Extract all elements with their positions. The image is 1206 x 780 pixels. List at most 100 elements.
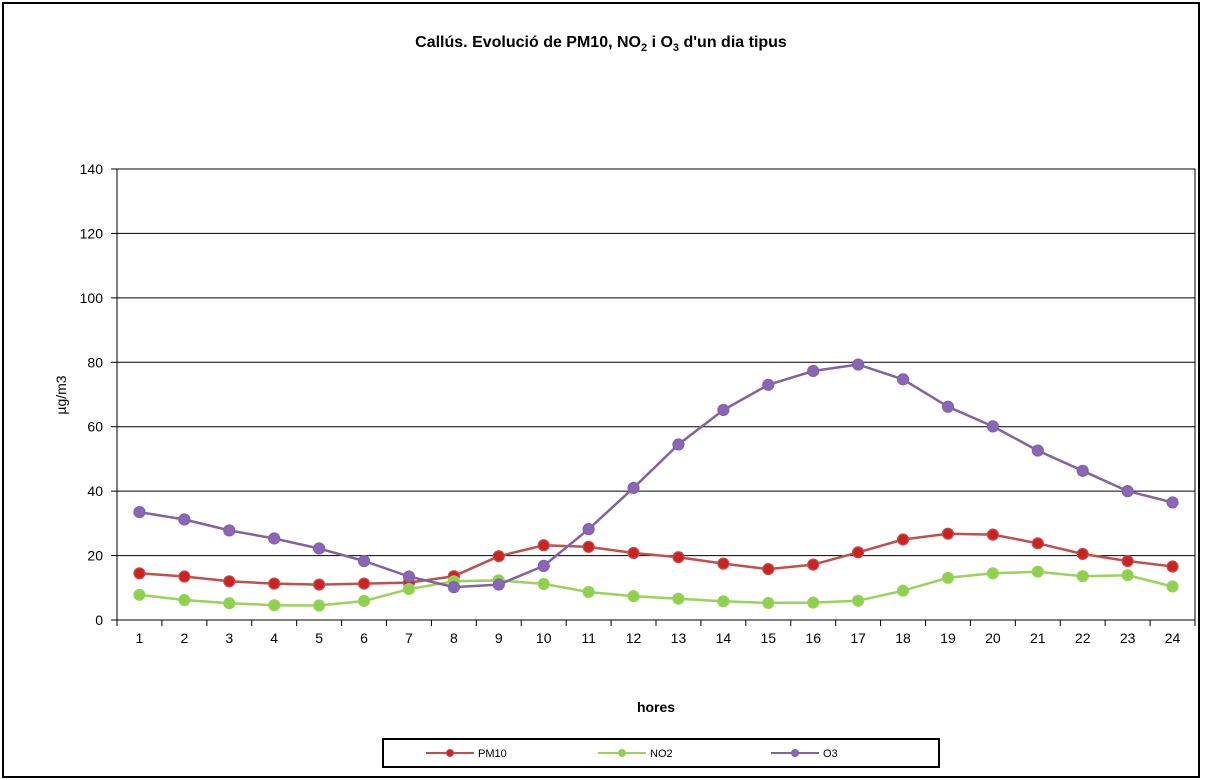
x-tick-label: 11: [581, 630, 596, 646]
y-axis: 020406080100120140: [80, 161, 117, 628]
x-axis-title: hores: [637, 699, 675, 715]
series-line-no2: [140, 572, 1173, 606]
gridlines: [117, 233, 1195, 555]
data-point: [718, 596, 729, 607]
x-tick-label: 10: [536, 630, 552, 646]
data-point: [718, 404, 729, 415]
data-point: [763, 379, 774, 390]
data-point: [134, 507, 145, 518]
x-tick-label: 4: [270, 630, 278, 646]
data-point: [269, 600, 280, 611]
data-point: [628, 591, 639, 602]
data-point: [1077, 571, 1088, 582]
data-point: [898, 585, 909, 596]
data-point: [853, 359, 864, 370]
y-tick-label: 120: [80, 225, 104, 241]
data-point: [224, 576, 235, 587]
data-point: [987, 529, 998, 540]
data-point: [1032, 538, 1043, 549]
data-point: [898, 374, 909, 385]
data-point: [179, 571, 190, 582]
data-point: [1122, 486, 1133, 497]
data-point: [314, 600, 325, 611]
legend: PM10 NO2 O3: [383, 739, 939, 767]
data-point: [583, 524, 594, 535]
x-tick-label: 17: [850, 630, 866, 646]
data-point: [538, 540, 549, 551]
data-point: [1122, 570, 1133, 581]
data-point: [269, 578, 280, 589]
series-o3: [134, 359, 1178, 593]
data-point: [987, 568, 998, 579]
x-tick-label: 7: [405, 630, 413, 646]
data-point: [763, 597, 774, 608]
legend-label: PM10: [478, 748, 507, 760]
data-point: [1122, 556, 1133, 567]
plot-area: [117, 169, 1195, 620]
y-tick-label: 0: [95, 612, 103, 628]
data-point: [269, 533, 280, 544]
data-point: [538, 560, 549, 571]
data-point: [1077, 548, 1088, 559]
data-point: [134, 568, 145, 579]
data-point: [314, 543, 325, 554]
data-point: [673, 593, 684, 604]
series-no2: [134, 566, 1178, 611]
data-point: [942, 572, 953, 583]
data-point: [179, 595, 190, 606]
data-point: [628, 547, 639, 558]
data-point: [763, 564, 774, 575]
data-point: [853, 595, 864, 606]
series-line-pm10: [140, 534, 1173, 585]
legend-marker: [619, 750, 626, 757]
data-point: [1032, 445, 1043, 456]
data-point: [808, 365, 819, 376]
x-tick-label: 19: [940, 630, 956, 646]
x-tick-label: 20: [985, 630, 1001, 646]
data-point: [1077, 465, 1088, 476]
data-point: [538, 578, 549, 589]
data-point: [628, 482, 639, 493]
data-point: [314, 579, 325, 590]
data-point: [448, 582, 459, 593]
y-tick-label: 140: [80, 161, 104, 177]
data-point: [134, 589, 145, 600]
data-point: [853, 547, 864, 558]
x-tick-label: 14: [716, 630, 732, 646]
data-point: [1167, 581, 1178, 592]
y-tick-label: 80: [87, 354, 103, 370]
x-tick-label: 5: [315, 630, 323, 646]
data-point: [718, 558, 729, 569]
data-point: [493, 551, 504, 562]
y-axis-title: µg/m3: [53, 375, 69, 414]
data-point: [224, 598, 235, 609]
series-line-o3: [140, 365, 1173, 588]
x-tick-label: 6: [360, 630, 368, 646]
data-point: [403, 584, 414, 595]
data-point: [179, 514, 190, 525]
x-tick-label: 12: [626, 630, 642, 646]
data-point: [583, 586, 594, 597]
series-layer: [134, 359, 1178, 611]
series-pm10: [134, 528, 1178, 590]
data-point: [583, 541, 594, 552]
x-tick-label: 9: [495, 630, 503, 646]
data-point: [1167, 497, 1178, 508]
x-tick-label: 15: [761, 630, 777, 646]
legend-label: O3: [823, 748, 838, 760]
data-point: [403, 571, 414, 582]
data-point: [359, 595, 370, 606]
data-point: [942, 401, 953, 412]
x-tick-label: 22: [1075, 630, 1091, 646]
data-point: [359, 578, 370, 589]
data-point: [673, 439, 684, 450]
data-point: [987, 421, 998, 432]
y-tick-label: 40: [87, 483, 103, 499]
x-tick-label: 23: [1120, 630, 1136, 646]
x-tick-label: 8: [450, 630, 458, 646]
data-point: [942, 528, 953, 539]
data-point: [1032, 566, 1043, 577]
x-tick-label: 3: [225, 630, 233, 646]
legend-marker: [447, 750, 454, 757]
